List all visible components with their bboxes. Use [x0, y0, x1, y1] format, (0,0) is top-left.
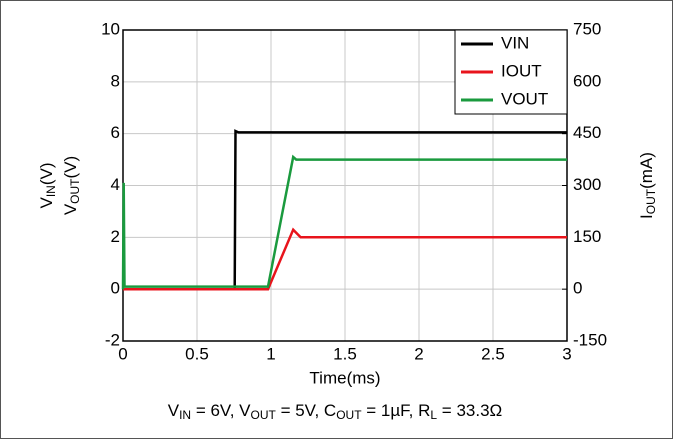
y-axis-label: VIN(V)	[37, 162, 58, 208]
x-tick-label: 0.5	[185, 344, 209, 363]
y2-tick-label: 150	[573, 227, 601, 246]
legend-label: VIN	[501, 33, 529, 52]
caption: VIN = 6V, VOUT = 5V, COUT = 1µF, RL = 33…	[168, 401, 503, 422]
y-tick-label: 4	[111, 175, 120, 194]
x-tick-label: 0	[118, 344, 127, 363]
y2-tick-label: 0	[573, 279, 582, 298]
y2-tick-label: 750	[573, 19, 601, 38]
series-line	[123, 227, 567, 291]
x-tick-label: 2	[414, 344, 423, 363]
text-part: V	[61, 203, 80, 215]
y-tick-label: 8	[111, 71, 120, 90]
text-part: = 1µF, R	[362, 401, 431, 420]
text-part: = 5V, C	[276, 401, 336, 420]
y2-tick-label: 600	[573, 71, 601, 90]
text-part: (V)	[37, 162, 56, 185]
x-axis-label: Time(ms)	[309, 368, 380, 387]
subscript: OUT	[68, 178, 82, 204]
series-line	[121, 154, 567, 290]
subscript: OUT	[644, 188, 658, 214]
legend-label: VOUT	[501, 89, 548, 108]
x-tick-label: 3	[562, 344, 571, 363]
legend-label: IOUT	[501, 61, 542, 80]
text-part: = 6V, V	[191, 401, 251, 420]
text-part: V	[37, 197, 56, 209]
x-tick-label: 2.5	[481, 344, 505, 363]
y-tick-label: -2	[105, 330, 120, 349]
y2-tick-label: 300	[573, 175, 601, 194]
y2-tick-label: -150	[573, 330, 607, 349]
y-tick-label: 6	[111, 123, 120, 142]
subscript: L	[430, 408, 437, 422]
text-part: (mA)	[637, 152, 656, 189]
x-tick-label: 1	[266, 344, 275, 363]
y-axis-label: VOUT(V)	[61, 156, 82, 215]
subscript: OUT	[251, 408, 277, 422]
y-tick-label: 10	[101, 19, 120, 38]
x-tick-label: 1.5	[333, 344, 357, 363]
y2-axis-label: IOUT(mA)	[637, 152, 658, 219]
subscript: IN	[44, 185, 58, 197]
text-part: V	[168, 401, 180, 420]
text-part: = 33.3Ω	[437, 401, 502, 420]
y-tick-label: 0	[111, 279, 120, 298]
text-part: I	[637, 214, 656, 219]
subscript: IN	[179, 408, 191, 422]
subscript: OUT	[336, 408, 362, 422]
text-part: (V)	[61, 156, 80, 179]
y-tick-label: 2	[111, 227, 120, 246]
y2-tick-label: 450	[573, 123, 601, 142]
